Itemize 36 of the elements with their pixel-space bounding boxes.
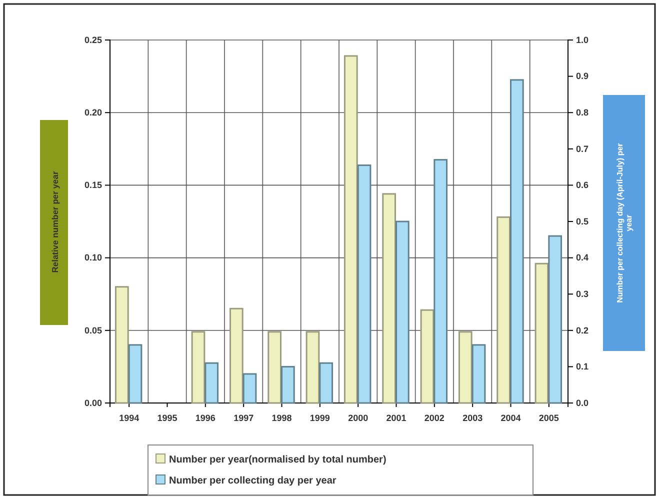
- y-axis-title: Relative number per year: [50, 170, 60, 273]
- y2-tick-label: 0.0: [576, 398, 589, 408]
- x-tick-label: 2000: [348, 412, 368, 423]
- x-tick-label: 2002: [424, 412, 444, 423]
- bar: [229, 308, 244, 404]
- y2-tick-label: 0.3: [576, 288, 589, 299]
- x-tick-label: 1996: [195, 412, 216, 423]
- y-tick-label: 0.10: [84, 252, 102, 263]
- x-tick-label: 2003: [462, 412, 483, 423]
- y2-tick-label: 0.8: [576, 107, 589, 118]
- y2-tick-label: 0.7: [576, 144, 589, 154]
- y2-tick-label: 0.4: [576, 252, 589, 263]
- y2-axis-title: Number per collecting day (April-July) per year: [615, 143, 634, 303]
- x-tick-label: 2004: [500, 412, 521, 423]
- x-tick-label: 1994: [119, 412, 140, 423]
- y2-tick-label: 0.6: [576, 180, 589, 190]
- legend-label: Number per year(normalised by total number): [169, 454, 386, 466]
- x-tick-label: 1997: [234, 412, 254, 423]
- y2-tick-label: 0.1: [576, 362, 589, 372]
- y2-tick-label: 0.5: [576, 216, 589, 226]
- x-tick-label: 1995: [157, 412, 178, 423]
- x-tick-label: 1998: [272, 412, 292, 423]
- y-tick-label: 0.25: [84, 34, 102, 45]
- y-tick-label: 0.05: [84, 325, 102, 336]
- x-tick-label: 2005: [538, 412, 559, 423]
- x-tick-label: 1999: [310, 412, 330, 423]
- y-tick-label: 0.20: [84, 107, 102, 118]
- y2-tick-label: 1.0: [576, 34, 589, 45]
- y2-tick-label: 0.2: [576, 325, 589, 336]
- y-tick-label: 0.15: [84, 180, 102, 190]
- x-tick-label: 2001: [386, 412, 406, 423]
- y-tick-label: 0.00: [84, 398, 102, 408]
- legend-label: Number per collecting day per year: [169, 476, 336, 486]
- y2-tick-label: 0.9: [576, 71, 589, 82]
- bar: [434, 159, 448, 404]
- bar: [242, 373, 257, 404]
